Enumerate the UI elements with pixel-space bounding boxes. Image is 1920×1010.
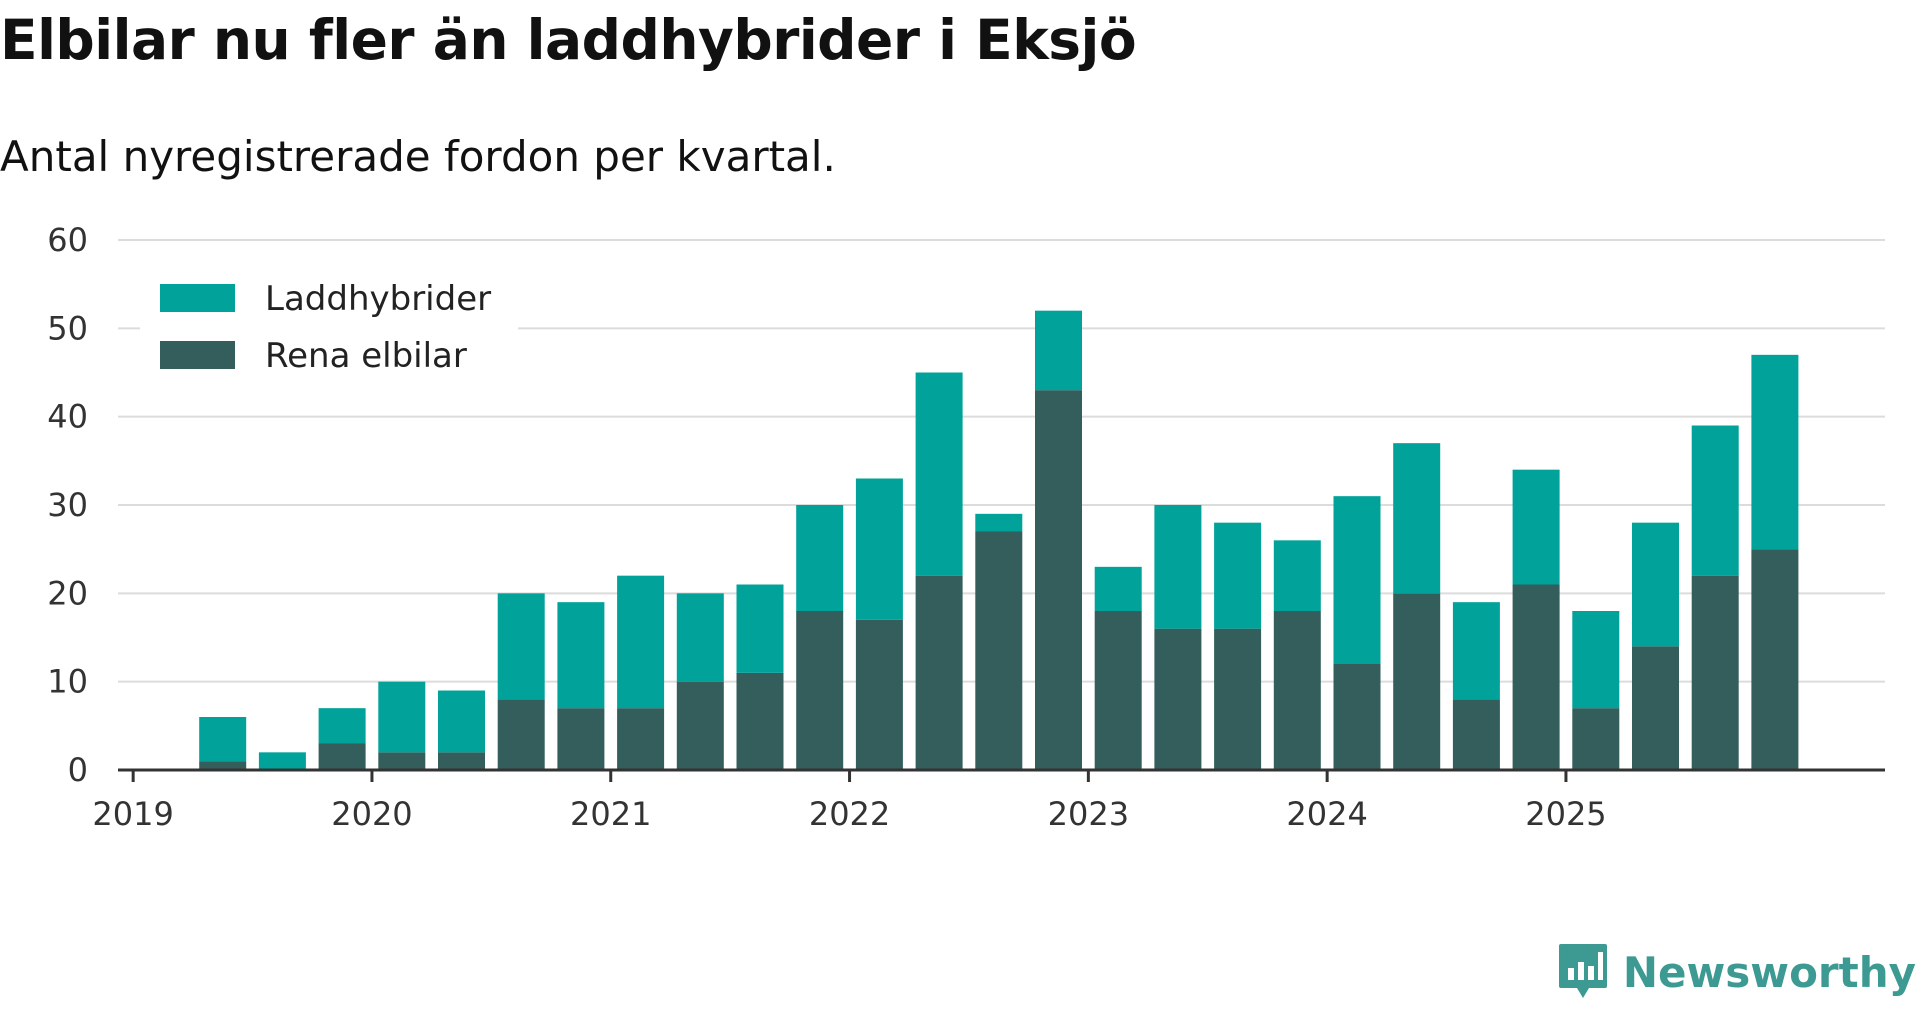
bar-segment xyxy=(796,611,844,770)
y-tick-label: 20 xyxy=(47,574,88,612)
bar-segment xyxy=(1214,522,1262,629)
bar-segment xyxy=(1094,566,1142,611)
bar-segment xyxy=(915,575,963,770)
bar-segment xyxy=(1393,443,1441,594)
bar-segment xyxy=(557,708,605,770)
bar-segment xyxy=(258,752,306,770)
brand-logo: Newsworthy xyxy=(1557,942,1916,1002)
bar-segment xyxy=(1094,611,1142,770)
bar-segment xyxy=(736,672,784,770)
y-tick-label: 40 xyxy=(47,398,88,436)
bars xyxy=(199,310,1799,770)
bar-segment xyxy=(1154,628,1202,770)
bar-segment xyxy=(915,372,963,576)
bar-segment xyxy=(1512,584,1560,770)
bar-segment xyxy=(438,690,485,753)
bar-segment xyxy=(975,531,1023,770)
chart-subtitle: Antal nyregistrerade fordon per kvartal. xyxy=(0,132,836,181)
x-tick-label: 2020 xyxy=(331,795,412,833)
bar-segment xyxy=(557,602,605,709)
bar-segment xyxy=(1691,575,1739,770)
bar-segment xyxy=(1214,628,1262,770)
bar-segment xyxy=(617,575,665,709)
bar-segment xyxy=(1273,540,1321,611)
bar-segment xyxy=(1035,310,1082,391)
bar-segment xyxy=(1632,522,1679,647)
bar-segment xyxy=(497,593,545,700)
bar-segment xyxy=(796,505,844,611)
x-tick-label: 2019 xyxy=(92,795,173,833)
bar-segment xyxy=(378,752,426,770)
bar-segment xyxy=(438,752,485,770)
bar-segment xyxy=(1691,425,1739,576)
bar-segment xyxy=(1452,699,1500,770)
legend: Laddhybrider Rena elbilar xyxy=(140,258,518,388)
x-tick-label: 2025 xyxy=(1525,795,1606,833)
y-tick-label: 50 xyxy=(47,309,88,347)
bar-segment xyxy=(1035,390,1082,770)
legend-label: Rena elbilar xyxy=(265,336,467,376)
bar-segment xyxy=(975,513,1023,532)
bar-segment xyxy=(1751,354,1799,550)
chart-title: Elbilar nu fler än laddhybrider i Eksjö xyxy=(0,8,1137,72)
x-tick-label: 2024 xyxy=(1286,795,1367,833)
bar-segment xyxy=(378,681,426,753)
bar-segment xyxy=(1572,708,1620,770)
bar-segment xyxy=(199,717,247,762)
bar-segment xyxy=(855,619,903,770)
legend-swatch xyxy=(160,341,235,369)
y-tick-label: 60 xyxy=(47,221,88,259)
bar-segment xyxy=(1154,505,1202,629)
bar-segment xyxy=(1333,496,1381,664)
x-tick-label: 2023 xyxy=(1048,795,1129,833)
bar-segment xyxy=(1452,602,1500,700)
bar-segment xyxy=(676,681,724,770)
bar-segment xyxy=(1393,593,1441,770)
bar-segment xyxy=(1572,611,1620,709)
bar-segment xyxy=(1333,664,1381,770)
x-axis: 2019 2020 2021 2022 2023 2024 2025 xyxy=(92,768,1885,833)
y-tick-label: 10 xyxy=(47,663,88,701)
y-tick-label: 30 xyxy=(47,486,88,524)
bar-segment xyxy=(736,584,784,673)
bar-segment xyxy=(318,743,366,770)
newsworthy-logo-icon xyxy=(1558,944,1607,998)
brand-name: Newsworthy xyxy=(1622,947,1916,997)
bar-segment xyxy=(676,593,724,682)
bar-segment xyxy=(199,761,247,770)
bar-segment xyxy=(855,478,903,620)
bar-segment xyxy=(1512,469,1560,585)
y-tick-label: 0 xyxy=(68,751,88,789)
bar-segment xyxy=(1632,646,1679,770)
bar-segment xyxy=(497,699,545,770)
legend-label: Laddhybrider xyxy=(265,279,491,319)
bar-segment xyxy=(1273,611,1321,770)
bar-segment xyxy=(318,708,366,744)
bar-segment xyxy=(1751,549,1799,770)
legend-swatch xyxy=(160,284,235,312)
y-axis-ticks: 0 10 20 30 40 50 60 xyxy=(47,221,88,789)
x-tick-label: 2022 xyxy=(809,795,890,833)
x-tick-label: 2021 xyxy=(570,795,651,833)
bar-segment xyxy=(617,708,665,770)
